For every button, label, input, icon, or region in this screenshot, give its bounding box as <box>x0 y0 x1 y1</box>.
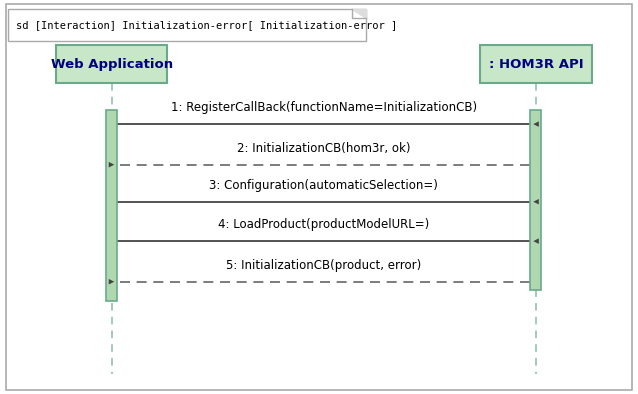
Text: : HOM3R API: : HOM3R API <box>489 58 583 71</box>
Bar <box>480 45 592 83</box>
Text: 2: InitializationCB(hom3r, ok): 2: InitializationCB(hom3r, ok) <box>237 142 410 155</box>
Text: sd [Interaction] Initialization-error[ Initialization-error ]: sd [Interaction] Initialization-error[ I… <box>16 20 397 30</box>
Bar <box>530 110 541 290</box>
Bar <box>56 45 167 83</box>
Bar <box>8 9 366 41</box>
Text: 4: LoadProduct(productModelURL=): 4: LoadProduct(productModelURL=) <box>218 218 429 231</box>
Text: 3: Configuration(automaticSelection=): 3: Configuration(automaticSelection=) <box>209 179 438 192</box>
Text: 5: InitializationCB(product, error): 5: InitializationCB(product, error) <box>226 259 422 272</box>
Bar <box>106 110 117 301</box>
Text: Web Application: Web Application <box>50 58 173 71</box>
Polygon shape <box>352 9 366 18</box>
Text: 1: RegisterCallBack(functionName=InitializationCB): 1: RegisterCallBack(functionName=Initial… <box>171 101 477 114</box>
